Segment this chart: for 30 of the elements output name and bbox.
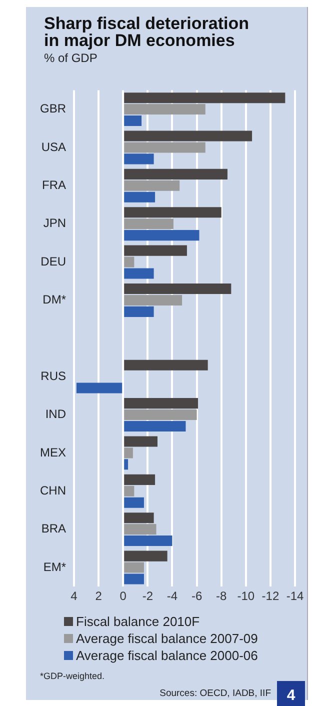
x-tick-label: -2 (142, 589, 154, 604)
x-tick-label: -10 (237, 589, 255, 604)
y-tick-label: MEX (40, 445, 66, 460)
chart-subtitle: % of GDP (44, 51, 98, 65)
y-tick-label: JPN (43, 216, 66, 230)
y-tick-label: RUS (40, 368, 66, 383)
x-tick-label: -14 (286, 589, 304, 604)
x-tick-label: 2 (95, 589, 102, 604)
chart-title: Sharp fiscal deterioration in major DM economies (44, 14, 249, 50)
y-tick-label: DEU (40, 254, 66, 268)
y-tick-label: CHN (40, 483, 66, 498)
y-tick-label: USA (41, 140, 66, 154)
x-tick-label: -4 (166, 589, 178, 604)
y-tick-label: BRA (41, 522, 66, 536)
text: *GDP-weighted. (40, 671, 105, 681)
legend-label: Average fiscal balance 2007-09 (76, 631, 258, 646)
x-tick-label: -6 (191, 589, 202, 604)
x-tick-label: -8 (216, 589, 227, 604)
x-tick-label: 4 (70, 589, 78, 604)
y-tick-label: DM* (42, 292, 66, 307)
legend-label: Fiscal balance 2010F (76, 614, 200, 629)
y-tick-label: IND (45, 407, 66, 422)
y-tick-label: FRA (42, 178, 66, 192)
legend-label: Average fiscal balance 2000-06 (76, 648, 258, 663)
y-tick-label: EM* (43, 560, 66, 574)
x-tick-label: 0 (120, 589, 127, 604)
source-note: Sources: OECD, IADB, IIF (160, 688, 271, 699)
y-tick-label: GBR (40, 102, 66, 116)
text: 4 (277, 681, 305, 706)
x-tick-label: -12 (262, 589, 280, 604)
